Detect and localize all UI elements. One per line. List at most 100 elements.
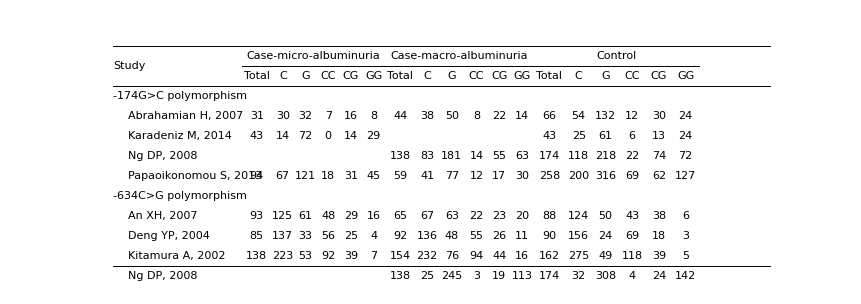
Text: 24: 24 [598, 231, 612, 241]
Text: G: G [447, 71, 455, 81]
Text: 54: 54 [571, 111, 585, 121]
Text: 43: 43 [542, 131, 555, 141]
Text: 94: 94 [469, 251, 483, 261]
Text: 118: 118 [567, 151, 589, 161]
Text: C: C [423, 71, 430, 81]
Text: Case-micro-albuminuria: Case-micro-albuminuria [246, 51, 380, 61]
Text: 93: 93 [250, 211, 263, 221]
Text: 66: 66 [542, 111, 555, 121]
Text: 113: 113 [511, 271, 532, 281]
Text: 25: 25 [419, 271, 434, 281]
Text: 142: 142 [674, 271, 696, 281]
Text: 118: 118 [621, 251, 642, 261]
Text: 53: 53 [298, 251, 313, 261]
Text: 48: 48 [444, 231, 458, 241]
Text: 61: 61 [598, 131, 611, 141]
Text: 69: 69 [624, 231, 639, 241]
Text: Karadeniz M, 2014: Karadeniz M, 2014 [127, 131, 232, 141]
Text: 63: 63 [444, 211, 458, 221]
Text: 39: 39 [651, 251, 666, 261]
Text: 72: 72 [678, 151, 692, 161]
Text: Total: Total [244, 71, 269, 81]
Text: 65: 65 [393, 211, 407, 221]
Text: 67: 67 [419, 211, 434, 221]
Text: 12: 12 [624, 111, 639, 121]
Text: 61: 61 [298, 211, 313, 221]
Text: 8: 8 [369, 111, 377, 121]
Text: 308: 308 [594, 271, 616, 281]
Text: 11: 11 [514, 231, 529, 241]
Text: 181: 181 [441, 151, 461, 161]
Text: 67: 67 [276, 171, 289, 181]
Text: 132: 132 [594, 111, 616, 121]
Text: 43: 43 [250, 131, 263, 141]
Text: 137: 137 [272, 231, 293, 241]
Text: 56: 56 [321, 231, 335, 241]
Text: GG: GG [512, 71, 530, 81]
Text: 14: 14 [469, 151, 483, 161]
Text: 41: 41 [419, 171, 434, 181]
Text: 30: 30 [276, 111, 289, 121]
Text: 50: 50 [444, 111, 458, 121]
Text: 24: 24 [651, 271, 666, 281]
Text: 94: 94 [250, 171, 263, 181]
Text: 258: 258 [538, 171, 560, 181]
Text: Kitamura A, 2002: Kitamura A, 2002 [127, 251, 225, 261]
Text: Ng DP, 2008: Ng DP, 2008 [127, 271, 197, 281]
Text: Control: Control [595, 51, 635, 61]
Text: 125: 125 [272, 211, 293, 221]
Text: 50: 50 [598, 211, 611, 221]
Text: 22: 22 [469, 211, 483, 221]
Text: 31: 31 [250, 111, 263, 121]
Text: 174: 174 [538, 151, 560, 161]
Text: 4: 4 [628, 271, 635, 281]
Text: C: C [574, 71, 582, 81]
Text: 22: 22 [624, 151, 639, 161]
Text: 19: 19 [492, 271, 505, 281]
Text: 136: 136 [416, 231, 437, 241]
Text: 13: 13 [651, 131, 665, 141]
Text: 26: 26 [492, 231, 505, 241]
Text: 7: 7 [325, 111, 331, 121]
Text: 38: 38 [651, 211, 666, 221]
Text: 121: 121 [294, 171, 316, 181]
Text: Study: Study [113, 61, 146, 71]
Text: 17: 17 [492, 171, 505, 181]
Text: 5: 5 [681, 251, 688, 261]
Text: 4: 4 [369, 231, 377, 241]
Text: Total: Total [387, 71, 413, 81]
Text: CC: CC [623, 71, 639, 81]
Text: 29: 29 [366, 131, 381, 141]
Text: GG: GG [676, 71, 693, 81]
Text: 90: 90 [542, 231, 555, 241]
Text: 6: 6 [681, 211, 688, 221]
Text: 138: 138 [389, 151, 411, 161]
Text: CC: CC [468, 71, 484, 81]
Text: 6: 6 [628, 131, 635, 141]
Text: G: G [600, 71, 609, 81]
Text: 74: 74 [651, 151, 666, 161]
Text: G: G [300, 71, 309, 81]
Text: 25: 25 [571, 131, 585, 141]
Text: 76: 76 [444, 251, 458, 261]
Text: 218: 218 [594, 151, 616, 161]
Text: 55: 55 [492, 151, 505, 161]
Text: 55: 55 [469, 231, 483, 241]
Text: 92: 92 [393, 231, 407, 241]
Text: 124: 124 [567, 211, 589, 221]
Text: 8: 8 [473, 111, 480, 121]
Text: 14: 14 [514, 111, 529, 121]
Text: 16: 16 [366, 211, 381, 221]
Text: 12: 12 [469, 171, 483, 181]
Text: 63: 63 [514, 151, 529, 161]
Text: 200: 200 [567, 171, 589, 181]
Text: 14: 14 [276, 131, 289, 141]
Text: 232: 232 [416, 251, 437, 261]
Text: 16: 16 [514, 251, 529, 261]
Text: CG: CG [343, 71, 359, 81]
Text: 30: 30 [651, 111, 665, 121]
Text: 138: 138 [389, 271, 411, 281]
Text: 245: 245 [441, 271, 461, 281]
Text: 88: 88 [542, 211, 556, 221]
Text: Ng DP, 2008: Ng DP, 2008 [127, 151, 197, 161]
